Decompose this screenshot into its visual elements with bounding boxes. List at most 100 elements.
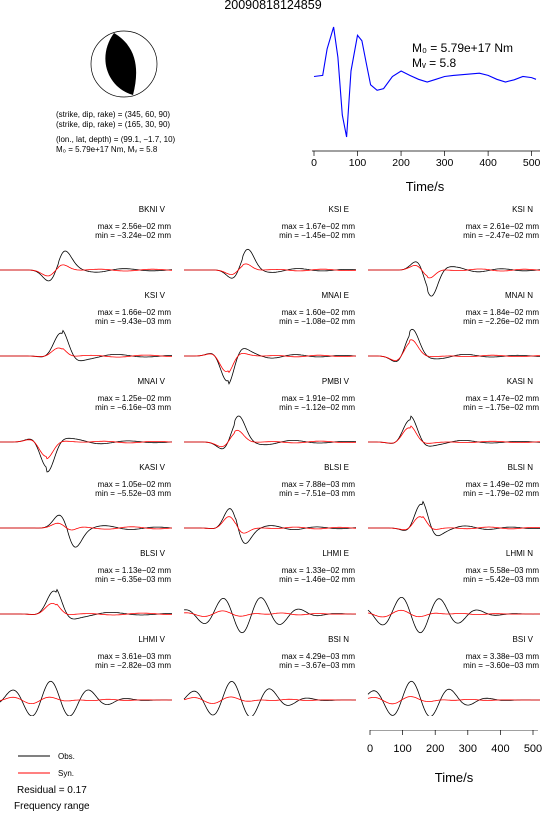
station-max: max = 1.67e−02 mm <box>282 222 356 231</box>
obs-trace <box>0 588 172 620</box>
syn-trace <box>367 609 540 618</box>
station-max: max = 1.60e−02 mm <box>282 308 356 317</box>
station-max: max = 2.61e−02 mm <box>466 222 540 231</box>
source-time-function-plot: M₀ = 5.79e+17 Nm Mᵥ = 5.8 Time/s 0 100 200… <box>311 26 541 194</box>
station-name: BKNI V <box>139 205 166 214</box>
station-name: KSI V <box>145 291 166 300</box>
legend-syn-label: Syn. <box>58 769 74 778</box>
station-max: max = 1.66e−02 mm <box>98 308 172 317</box>
location: (lon., lat, depth) = (99.1, −1.7, 10) <box>56 135 176 144</box>
station-max: max = 5.58e−03 mm <box>466 566 540 575</box>
event-title: 20090818124859 <box>224 0 322 12</box>
station-name: MNAI E <box>321 291 349 300</box>
station-name: KASI V <box>139 463 165 472</box>
obs-trace <box>0 680 172 716</box>
moment-magnitude: M₀ = 5.79e+17 Nm, Mᵥ = 5.8 <box>56 145 158 154</box>
stf-x-tick-label: 100 <box>349 157 367 169</box>
station-name: PMBI V <box>322 377 350 386</box>
station-name: BSI N <box>328 635 349 644</box>
syn-trace <box>0 522 172 531</box>
stf-m0-label: M₀ = 5.79e+17 Nm <box>412 41 513 55</box>
stf-x-tick-label: 300 <box>436 157 454 169</box>
stf-x-tick-label: 0 <box>311 157 317 169</box>
station-max: max = 1.13e−02 mm <box>98 566 172 575</box>
station-name: MNAI V <box>137 377 165 386</box>
station-min: min = −1.45e−02 mm <box>279 231 355 240</box>
bottom-x-tick-label: 100 <box>393 743 411 755</box>
bottom-x-tick-label: 200 <box>426 743 444 755</box>
station-min: min = −1.79e−02 mm <box>463 489 539 498</box>
station-min: min = −6.16e−03 mm <box>95 403 171 412</box>
station-name: BSI V <box>513 635 534 644</box>
obs-trace <box>367 680 540 716</box>
station-max: max = 7.88e−03 mm <box>282 480 356 489</box>
station-max: max = 3.61e−03 mm <box>98 652 172 661</box>
station-min: min = −6.35e−03 mm <box>95 575 171 584</box>
syn-trace <box>0 264 173 277</box>
syn-trace <box>367 696 540 705</box>
station-min: min = −1.12e−02 mm <box>279 403 355 412</box>
obs-trace <box>184 508 357 544</box>
station-max: max = 4.29e−03 mm <box>282 652 356 661</box>
station-name: KSI E <box>329 205 349 214</box>
station-max: max = 1.47e−02 mm <box>466 394 540 403</box>
obs-trace <box>0 250 173 282</box>
syn-trace <box>368 516 540 531</box>
syn-trace <box>0 696 172 704</box>
station-min: min = −5.52e−03 mm <box>95 489 171 498</box>
syn-trace <box>368 339 540 362</box>
syn-trace <box>0 439 173 460</box>
station-name: BLSI N <box>508 463 534 472</box>
syn-trace <box>184 263 357 275</box>
station-name: BLSI V <box>140 549 166 558</box>
station-min: min = −1.08e−02 mm <box>279 317 355 326</box>
obs-trace <box>0 514 173 548</box>
station-max: max = 1.05e−02 mm <box>98 480 172 489</box>
station-max: max = 1.33e−02 mm <box>282 566 356 575</box>
stf-x-tick-label: 200 <box>392 157 410 169</box>
station-min: min = −3.60e−03 mm <box>463 661 539 670</box>
beachball-icon <box>90 30 158 98</box>
station-max: max = 2.56e−02 mm <box>98 222 172 231</box>
station-min: min = −5.42e−03 mm <box>463 575 539 584</box>
syn-trace <box>0 347 172 358</box>
station-min: min = −2.82e−03 mm <box>95 661 171 670</box>
station-max: max = 1.49e−02 mm <box>466 480 540 489</box>
station-name: KASI N <box>507 377 533 386</box>
syn-trace <box>183 610 356 617</box>
stf-x-tick-label: 500 <box>523 157 541 169</box>
stf-line <box>313 26 537 138</box>
residual-label: Residual = 0.17 <box>17 785 87 796</box>
station-name: MNAI N <box>505 291 533 300</box>
station-min: min = −1.75e−02 mm <box>463 403 539 412</box>
station-min: min = −3.24e−02 mm <box>95 231 171 240</box>
legend: Obs. Syn. Residual = 0.17 Frequency rang… <box>14 752 90 812</box>
obs-trace <box>184 415 356 450</box>
station-max: max = 1.91e−02 mm <box>282 394 356 403</box>
syn-trace <box>368 425 540 444</box>
station-min: min = −7.51e−03 mm <box>279 489 355 498</box>
station-name: LHMI N <box>506 549 533 558</box>
bottom-x-tick-label: 0 <box>367 743 373 755</box>
stf-x-tick-label: 400 <box>479 157 497 169</box>
bottom-x-tick-label: 500 <box>524 743 542 755</box>
station-min: min = −3.67e−03 mm <box>279 661 355 670</box>
station-min: min = −1.46e−02 mm <box>279 575 355 584</box>
station-max: max = 3.38e−03 mm <box>466 652 540 661</box>
station-min: min = −9.43e−03 mm <box>95 317 171 326</box>
syn-trace <box>183 696 356 704</box>
